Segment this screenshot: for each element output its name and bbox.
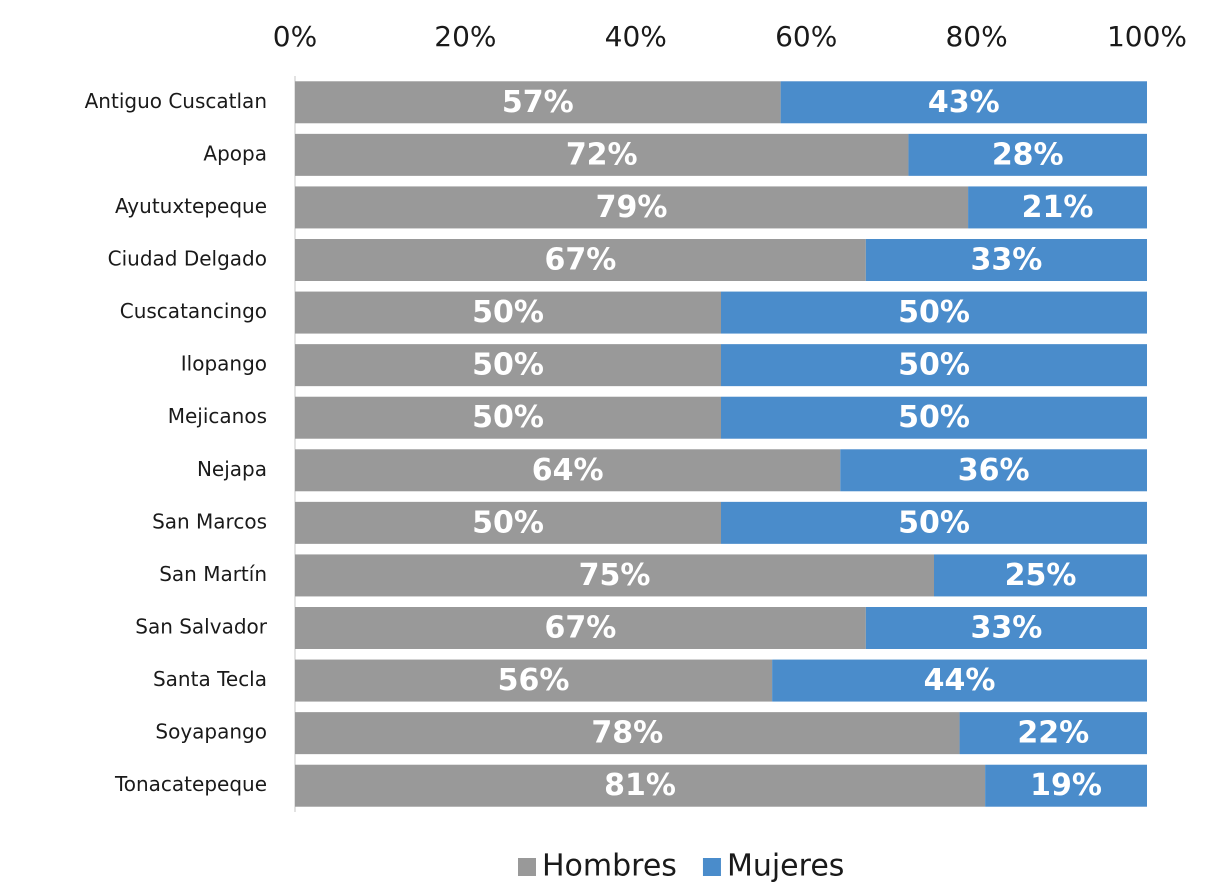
bar-segment [721, 501, 1147, 544]
data-label: 56% [498, 663, 570, 698]
data-label: 36% [958, 453, 1030, 488]
bar-segment [780, 81, 1147, 124]
data-label: 75% [579, 558, 651, 593]
category-label: Cuscatancingo [120, 299, 267, 323]
data-label: 28% [992, 137, 1064, 172]
bar-segment [295, 764, 986, 807]
data-label: 67% [545, 611, 617, 646]
data-label: 44% [924, 663, 996, 698]
data-label: 81% [604, 768, 676, 803]
bar-segment [295, 186, 969, 229]
bar-segment [721, 291, 1147, 334]
bar-segment [295, 239, 866, 281]
x-tick-label: 100% [1107, 20, 1187, 53]
bar-segment [295, 554, 934, 597]
category-label: Santa Tecla [153, 667, 267, 691]
data-label: 33% [971, 611, 1043, 646]
x-tick-label: 60% [775, 20, 837, 53]
category-label: Nejapa [197, 457, 267, 481]
data-label: 78% [591, 716, 663, 751]
category-label: Antiguo Cuscatlan [85, 89, 267, 113]
bar-segment [985, 764, 1147, 807]
category-label: Ilopango [181, 352, 267, 376]
legend-label: Mujeres [727, 849, 844, 884]
category-label: Soyapango [155, 720, 267, 744]
bar-segment [721, 344, 1147, 387]
data-label: 72% [566, 137, 638, 172]
category-label: San Salvador [135, 615, 268, 639]
bar-segment [865, 239, 1147, 281]
bar-segment [295, 712, 960, 755]
bar-segment [295, 396, 721, 439]
data-label: 50% [898, 295, 970, 330]
data-label: 79% [596, 190, 668, 225]
bar-segment [772, 659, 1147, 702]
legend-label: Hombres [542, 849, 677, 884]
data-label: 50% [472, 505, 544, 540]
data-label: 50% [472, 348, 544, 383]
bar-segment [721, 396, 1147, 439]
bar-segment [295, 81, 781, 124]
data-label: 22% [1017, 716, 1089, 751]
data-label: 50% [472, 295, 544, 330]
data-label: 64% [532, 453, 604, 488]
data-label: 57% [502, 85, 574, 120]
data-label: 50% [472, 400, 544, 435]
legend-swatch [702, 858, 721, 876]
bar-segment [295, 344, 721, 387]
data-label: 21% [1022, 190, 1094, 225]
bar-segment [295, 449, 841, 492]
x-tick-label: 40% [605, 20, 667, 53]
category-label: Mejicanos [168, 404, 267, 428]
category-label: Ciudad Delgado [108, 247, 267, 271]
bar-segment [295, 133, 909, 176]
bar-segment [865, 607, 1147, 649]
bar-segment [295, 659, 773, 702]
x-tick-label: 20% [434, 20, 496, 53]
category-label: San Marcos [152, 509, 267, 533]
bar-segment [908, 133, 1147, 176]
bar-segment [295, 607, 866, 649]
x-tick-label: 80% [945, 20, 1007, 53]
data-label: 50% [898, 400, 970, 435]
bar-segment [934, 554, 1147, 597]
x-tick-label: 0% [273, 20, 317, 53]
category-label: Tonacatepeque [114, 772, 267, 796]
data-label: 33% [971, 243, 1043, 278]
data-label: 67% [545, 243, 617, 278]
bar-segment [295, 501, 721, 544]
bar-segment [968, 186, 1147, 229]
bar-segment [840, 449, 1147, 492]
data-label: 19% [1030, 768, 1102, 803]
bar-segment [959, 712, 1147, 755]
data-label: 50% [898, 505, 970, 540]
bar-segment [295, 291, 721, 334]
data-label: 50% [898, 348, 970, 383]
category-label: Apopa [203, 141, 267, 165]
data-label: 25% [1005, 558, 1077, 593]
category-label: Ayutuxtepeque [115, 194, 267, 218]
data-label: 43% [928, 85, 1000, 120]
category-label: San Martín [159, 562, 267, 586]
legend-swatch [518, 858, 536, 876]
